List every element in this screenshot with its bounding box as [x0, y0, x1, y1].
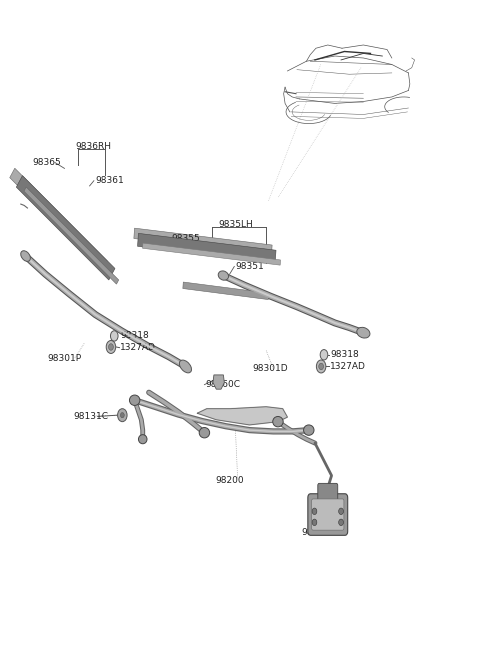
Circle shape	[339, 508, 343, 515]
Text: 9835LH: 9835LH	[218, 220, 252, 229]
Polygon shape	[213, 375, 224, 389]
Text: 98351: 98351	[235, 262, 264, 271]
Circle shape	[339, 519, 343, 525]
Circle shape	[316, 360, 326, 373]
Circle shape	[320, 350, 328, 360]
Polygon shape	[143, 243, 280, 265]
Ellipse shape	[130, 395, 140, 405]
Polygon shape	[138, 233, 276, 263]
Ellipse shape	[273, 417, 283, 427]
Circle shape	[312, 519, 317, 525]
Polygon shape	[24, 187, 119, 284]
Text: 98355: 98355	[171, 234, 200, 243]
Polygon shape	[16, 176, 115, 280]
Text: 98318: 98318	[120, 331, 149, 341]
Polygon shape	[10, 168, 108, 271]
Text: 98301D: 98301D	[253, 364, 288, 373]
Text: 1327AD: 1327AD	[120, 343, 156, 352]
Ellipse shape	[357, 328, 370, 338]
Ellipse shape	[199, 428, 210, 438]
Ellipse shape	[180, 360, 192, 373]
Ellipse shape	[303, 425, 314, 436]
Text: 98131C: 98131C	[73, 412, 108, 421]
Polygon shape	[134, 228, 272, 255]
FancyBboxPatch shape	[308, 494, 348, 535]
Text: 98200: 98200	[216, 476, 244, 485]
FancyBboxPatch shape	[318, 483, 338, 504]
Text: 98361: 98361	[96, 176, 124, 185]
Polygon shape	[197, 407, 288, 425]
Text: 98100: 98100	[301, 527, 330, 536]
Text: 98318: 98318	[330, 350, 359, 360]
Circle shape	[120, 413, 124, 418]
Ellipse shape	[21, 251, 30, 261]
Circle shape	[106, 341, 116, 354]
FancyBboxPatch shape	[312, 499, 344, 530]
Text: 9836RH: 9836RH	[75, 142, 111, 151]
Circle shape	[110, 331, 118, 341]
Text: 1327AD: 1327AD	[330, 362, 366, 371]
Circle shape	[108, 344, 113, 350]
Polygon shape	[183, 282, 269, 299]
Ellipse shape	[218, 271, 228, 280]
Text: 98301P: 98301P	[48, 354, 82, 363]
Text: 98365: 98365	[32, 158, 61, 167]
Ellipse shape	[138, 435, 147, 443]
Circle shape	[312, 508, 317, 515]
Circle shape	[319, 364, 324, 369]
Text: 98160C: 98160C	[205, 380, 240, 389]
Circle shape	[118, 409, 127, 422]
